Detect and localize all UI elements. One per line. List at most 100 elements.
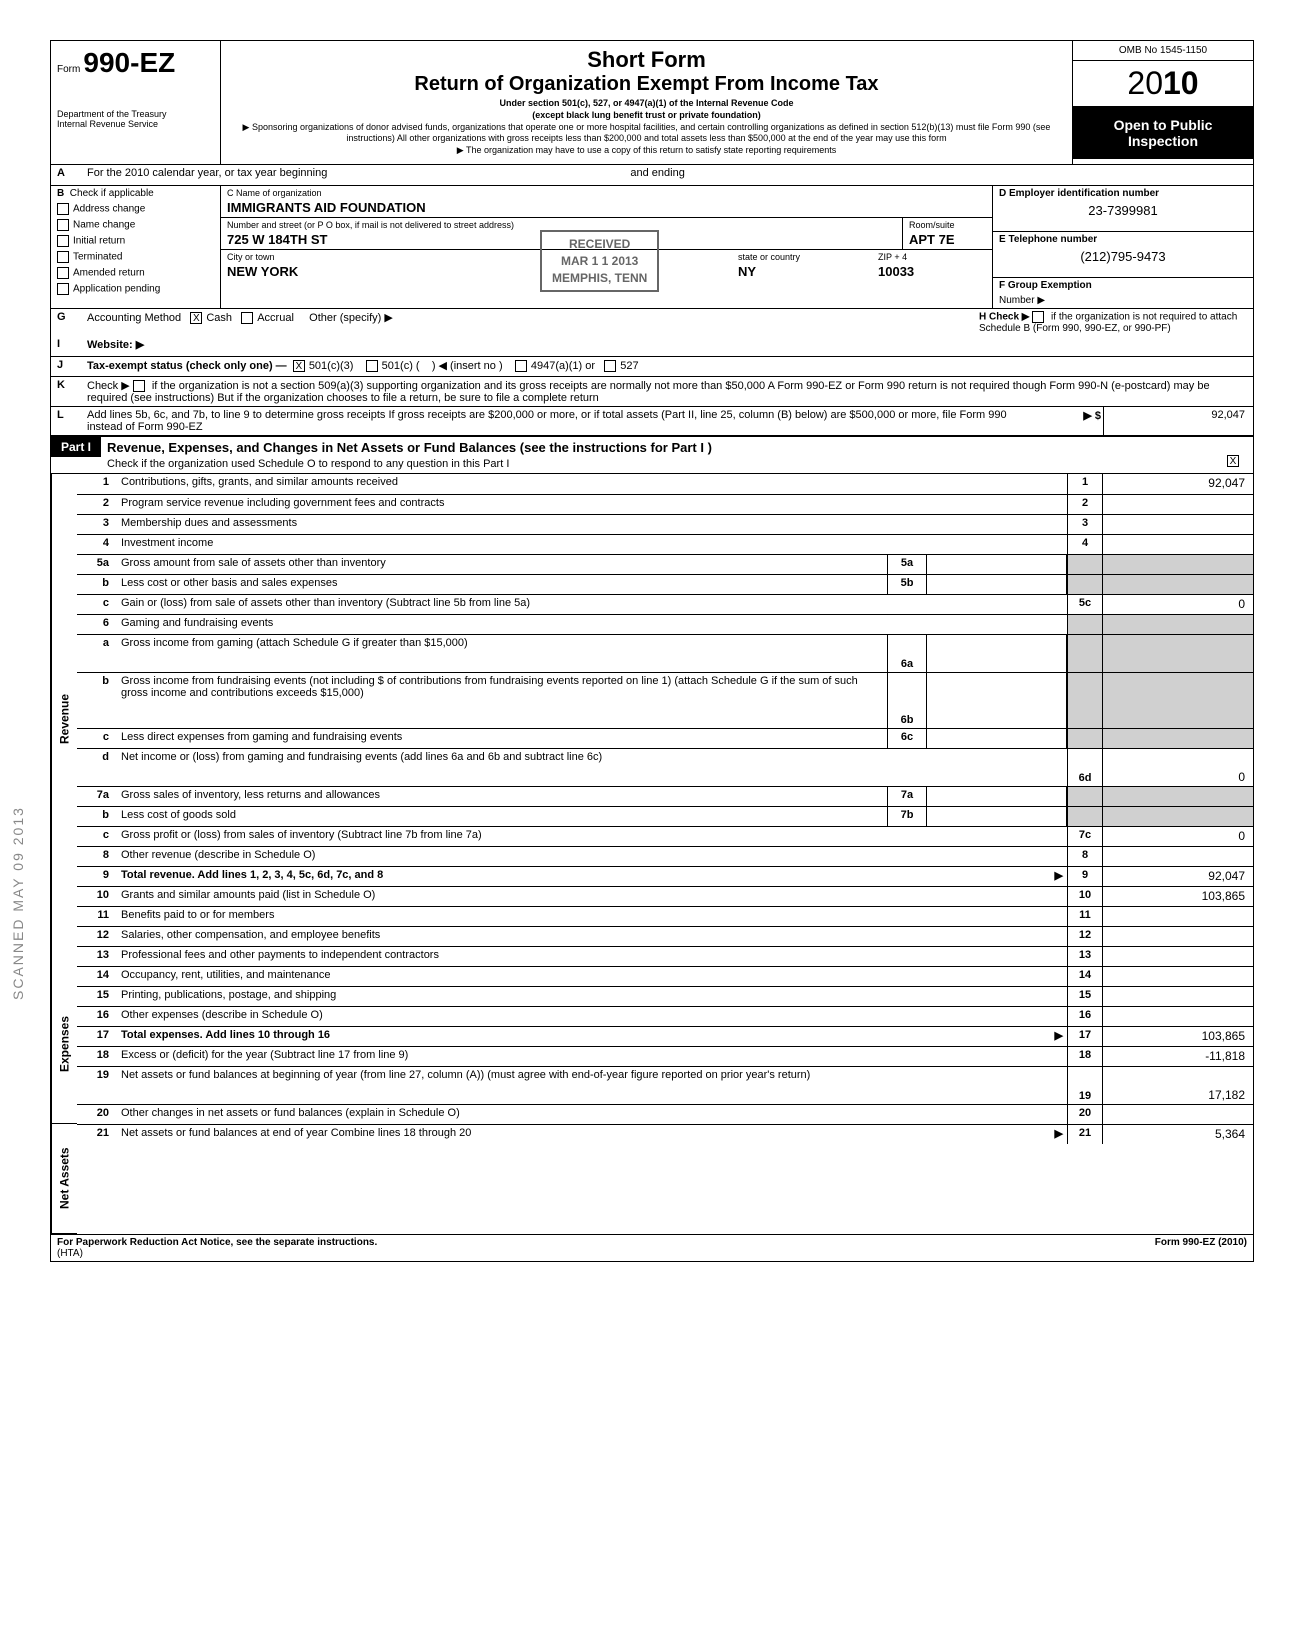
k-text: if the organization is not a section 509…	[87, 380, 1210, 404]
checkbox-527[interactable]	[604, 360, 616, 372]
checkbox-initial[interactable]	[57, 235, 69, 247]
header-center: Short Form Return of Organization Exempt…	[221, 41, 1073, 164]
side-expenses: Expenses	[51, 964, 77, 1124]
desc-5b: Less cost or other basis and sales expen…	[117, 575, 887, 594]
label-amended: Amended return	[73, 268, 145, 279]
num-14: 14	[77, 967, 117, 986]
rval-6-shade	[1103, 615, 1253, 634]
year-box: 2010	[1073, 61, 1253, 107]
checkbox-name-change[interactable]	[57, 219, 69, 231]
desc-17-text: Total expenses. Add lines 10 through 16	[121, 1029, 330, 1041]
desc-10: Grants and similar amounts paid (list in…	[117, 887, 1067, 906]
footer-hta: (HTA)	[57, 1248, 83, 1259]
checkbox-501c[interactable]	[366, 360, 378, 372]
rnum-6c-shade	[1067, 729, 1103, 748]
label-insertno: ) ◀ (insert no )	[432, 360, 503, 372]
part1-title-block: Revenue, Expenses, and Changes in Net As…	[101, 437, 1223, 473]
open-line1: Open to Public	[1077, 117, 1249, 133]
col-c: C Name of organization IMMIGRANTS AID FO…	[221, 186, 993, 308]
row-13: 13 Professional fees and other payments …	[77, 946, 1253, 966]
num-5c: c	[77, 595, 117, 614]
checkbox-cash[interactable]: X	[190, 312, 202, 324]
letter-a: A	[51, 165, 81, 185]
num-2: 2	[77, 495, 117, 514]
city-label: City or town	[221, 250, 732, 264]
org-zip: 10033	[872, 264, 992, 281]
row-4: 4 Investment income 4	[77, 534, 1253, 554]
side-revenue: Revenue	[51, 474, 77, 964]
checkbox-h[interactable]	[1032, 311, 1044, 323]
label-name-change: Name change	[73, 220, 135, 231]
checkbox-addr-change[interactable]	[57, 203, 69, 215]
desc-17: Total expenses. Add lines 10 through 16 …	[117, 1027, 1067, 1046]
checkbox-terminated[interactable]	[57, 251, 69, 263]
num-15: 15	[77, 987, 117, 1006]
letter-j: J	[51, 357, 81, 376]
arrow-17: ▶	[1055, 1029, 1063, 1042]
part1-label: Part I	[51, 437, 101, 457]
k-label: Check ▶	[87, 380, 130, 392]
row-20: 20 Other changes in net assets or fund b…	[77, 1104, 1253, 1124]
rnum-11: 11	[1067, 907, 1103, 926]
year-prefix: 20	[1127, 65, 1163, 101]
rval-6c-shade	[1103, 729, 1253, 748]
desc-15: Printing, publications, postage, and shi…	[117, 987, 1067, 1006]
e-label: E Telephone number	[993, 232, 1253, 247]
num-18: 18	[77, 1047, 117, 1066]
line-g: G Accounting Method XCash Accrual Other …	[51, 308, 1253, 336]
line-a: A For the 2010 calendar year, or tax yea…	[51, 165, 1253, 185]
num-6c: c	[77, 729, 117, 748]
footer: For Paperwork Reduction Act Notice, see …	[51, 1234, 1253, 1261]
desc-12: Salaries, other compensation, and employ…	[117, 927, 1067, 946]
rval-16	[1103, 1007, 1253, 1026]
j-label: Tax-exempt status (check only one) —	[87, 360, 287, 372]
rval-1: 92,047	[1103, 474, 1253, 494]
desc-6d: Net income or (loss) from gaming and fun…	[117, 749, 1067, 786]
label-501c: 501(c) (	[382, 360, 420, 372]
num-6b: b	[77, 673, 117, 728]
rnum-15: 15	[1067, 987, 1103, 1006]
sub3: ▶ Sponsoring organizations of donor advi…	[231, 122, 1062, 143]
row-6: 6 Gaming and fundraising events	[77, 614, 1253, 634]
checkbox-amended[interactable]	[57, 267, 69, 279]
h-box: H Check ▶ if the organization is not req…	[973, 309, 1253, 336]
desc-7c: Gross profit or (loss) from sales of inv…	[117, 827, 1067, 846]
checkbox-501c3[interactable]: X	[293, 360, 305, 372]
checkbox-part1-scho[interactable]: X	[1227, 455, 1239, 467]
desc-3: Membership dues and assessments	[117, 515, 1067, 534]
rnum-9: 9	[1067, 867, 1103, 886]
arrow-21: ▶	[1055, 1127, 1063, 1140]
rval-21: 5,364	[1103, 1125, 1253, 1144]
mnum-6c: 6c	[887, 729, 927, 748]
body-lines: Revenue Expenses Net Assets 1 Contributi…	[51, 474, 1253, 1234]
row-6c: c Less direct expenses from gaming and f…	[77, 728, 1253, 748]
line-j: J Tax-exempt status (check only one) — X…	[51, 356, 1253, 376]
checkbox-pending[interactable]	[57, 283, 69, 295]
year-digits: 10	[1163, 65, 1199, 101]
desc-5c: Gain or (loss) from sale of assets other…	[117, 595, 1067, 614]
mnum-5b: 5b	[887, 575, 927, 594]
rval-14	[1103, 967, 1253, 986]
label-initial: Initial return	[73, 236, 125, 247]
checkbox-k[interactable]	[133, 380, 145, 392]
section-bcdef: B Check if applicable Address change Nam…	[51, 185, 1253, 308]
rval-6d: 0	[1103, 749, 1253, 786]
num-16: 16	[77, 1007, 117, 1026]
checkbox-4947[interactable]	[515, 360, 527, 372]
desc-21: Net assets or fund balances at end of ye…	[117, 1125, 1067, 1144]
mval-6a	[927, 635, 1067, 672]
rval-18: -11,818	[1103, 1047, 1253, 1066]
org-city: NEW YORK	[221, 264, 732, 281]
desc-21-text: Net assets or fund balances at end of ye…	[121, 1127, 471, 1139]
mval-7a	[927, 787, 1067, 806]
rnum-10: 10	[1067, 887, 1103, 906]
rval-2	[1103, 495, 1253, 514]
rval-19: 17,182	[1103, 1067, 1253, 1104]
j-content: Tax-exempt status (check only one) — X 50…	[81, 357, 1253, 376]
label-accrual: Accrual	[257, 312, 294, 324]
row-5b: b Less cost or other basis and sales exp…	[77, 574, 1253, 594]
checkbox-accrual[interactable]	[241, 312, 253, 324]
desc-5a: Gross amount from sale of assets other t…	[117, 555, 887, 574]
rval-7a-shade	[1103, 787, 1253, 806]
line-k: K Check ▶ if the organization is not a s…	[51, 376, 1253, 406]
